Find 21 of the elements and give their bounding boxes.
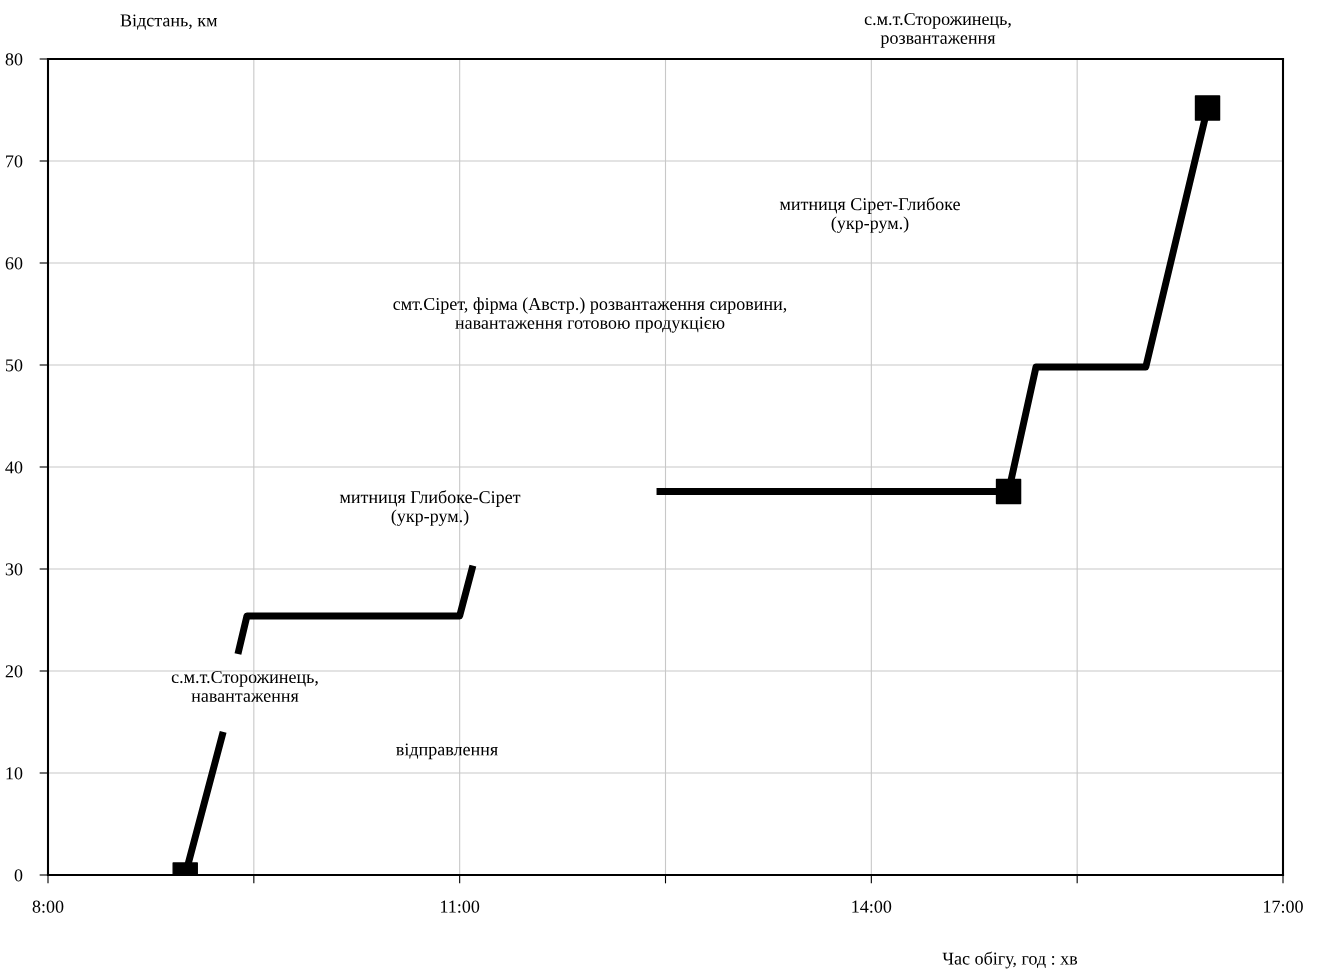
x-tick-label: 11:00 [441, 900, 480, 913]
y-tick-label: 10 [6, 767, 23, 780]
y-tick-label: 50 [5, 359, 23, 372]
annotation: смт.Сірет, фірма (Австр.) розвантаження сировини, навантаження готовою продукцією [393, 297, 787, 333]
annotation: митниця Сірет-Глибоке (укр-рум.) [779, 197, 960, 233]
x-axis-title: Час обігу, год : хв [942, 951, 1078, 969]
x-tick-label: 17:00 [1264, 900, 1303, 913]
x-tick-label: 14:00 [852, 900, 892, 913]
annotation: митниця Глибоке-Сірет (укр-рум.) [339, 490, 521, 526]
y-tick-label: 40 [5, 461, 23, 474]
y-tick-label: 70 [6, 155, 23, 168]
x-tick-label: 8:00 [32, 900, 64, 913]
y-axis-title: Відстань, км [120, 14, 218, 30]
text: с.м.т.Сторожинець, розвантаження [864, 12, 1011, 48]
y-tick-label: 80 [5, 53, 23, 66]
annotation: с.м.т.Сторожинець, навантаження [171, 670, 318, 702]
y-tick-label: 0 [14, 869, 23, 882]
y-tick-label: 20 [5, 665, 23, 678]
y-tick-label: 30 [5, 563, 23, 576]
annotation: відправлення [396, 743, 498, 760]
y-tick-label: 60 [5, 257, 23, 270]
